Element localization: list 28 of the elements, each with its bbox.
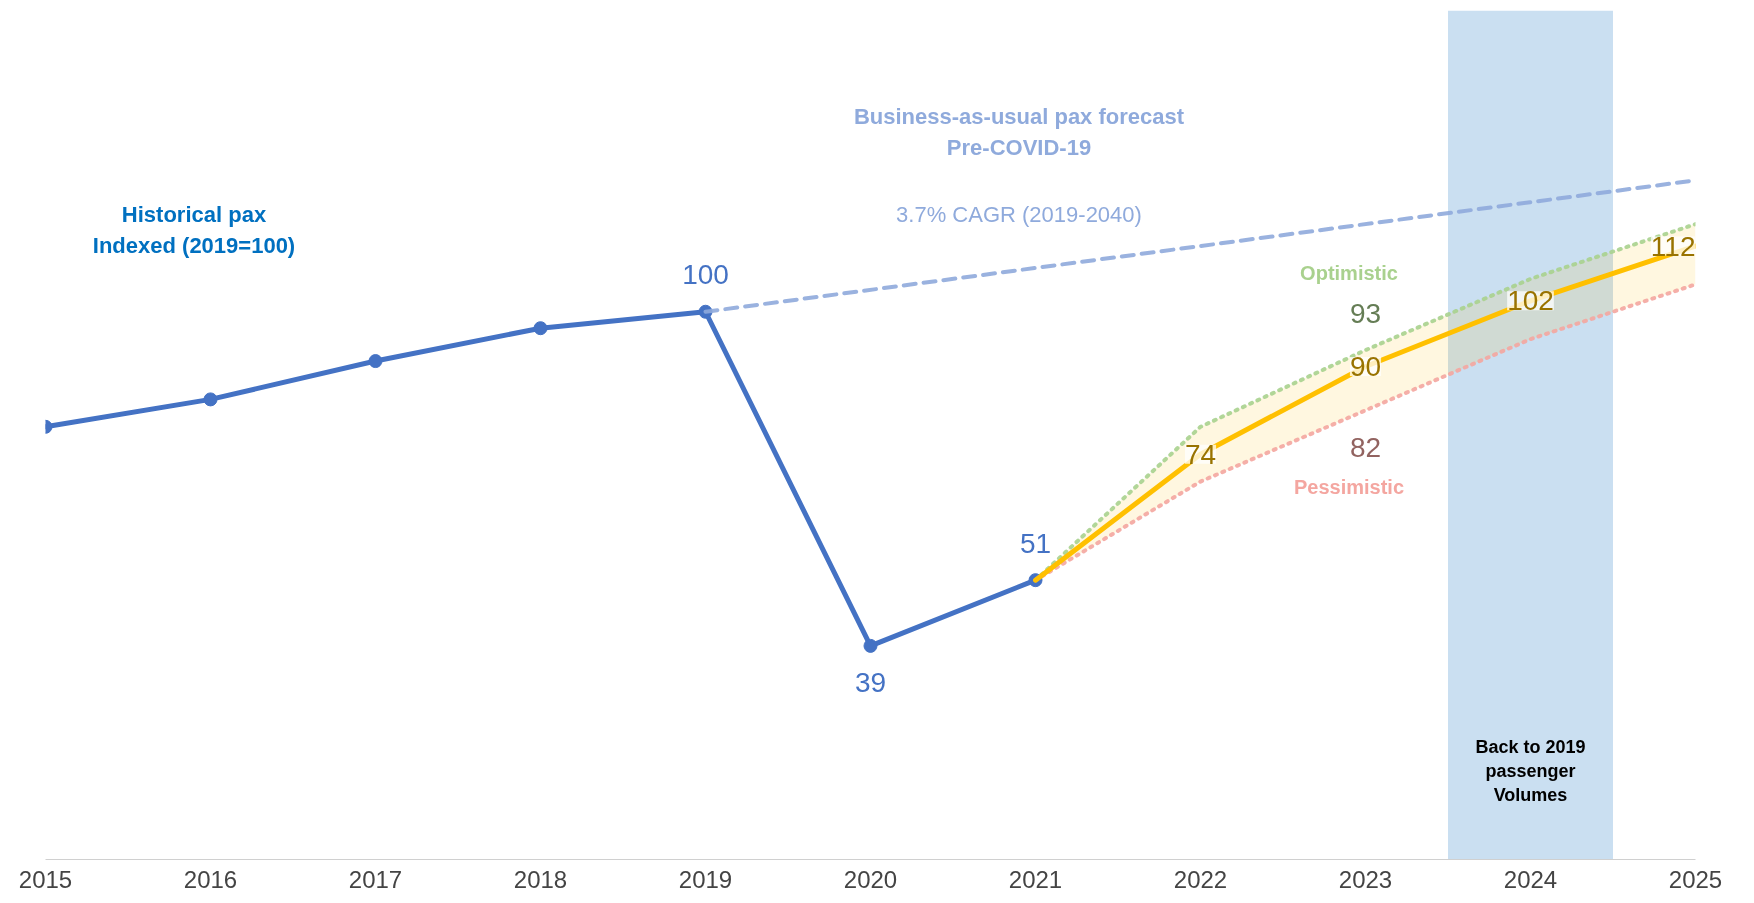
x-tick-label: 2020 — [843, 865, 898, 893]
x-tick-label: 2016 — [183, 865, 238, 893]
x-tick-label: 2015 — [18, 865, 73, 893]
annotation: Historical pax Indexed (2019=100) — [92, 202, 296, 259]
data-label: 39 — [854, 667, 887, 699]
data-label: 82 — [1349, 431, 1382, 463]
x-tick-label: 2017 — [348, 865, 403, 893]
x-tick-label: 2024 — [1503, 865, 1558, 893]
x-tick-label: 2019 — [678, 865, 733, 893]
x-tick-label: 2021 — [1008, 865, 1063, 893]
data-label: 93 — [1349, 297, 1382, 329]
data-label: 100 — [682, 259, 729, 291]
data-label: 112 — [1650, 230, 1696, 262]
x-tick-label: 2022 — [1173, 865, 1228, 893]
annotation: 3.7% CAGR (2019-2040) — [896, 202, 1142, 228]
data-label: 51 — [1019, 527, 1052, 559]
text: Optimistic — [1300, 262, 1398, 285]
point — [203, 392, 218, 407]
data-label: 102 — [1507, 285, 1554, 317]
point — [368, 354, 383, 369]
text: Business-as-usual pax forecast Pre-COVID-19 — [853, 103, 1185, 160]
x-tick-label: 2023 — [1338, 865, 1393, 893]
series-label: Pessimistic — [1293, 476, 1405, 499]
band-label: Back to 2019 passenger Volumes — [1475, 736, 1586, 805]
x-tick-label: 2025 — [1668, 865, 1723, 893]
x-tick-label: 2018 — [513, 865, 568, 893]
point — [533, 321, 548, 336]
point — [863, 638, 878, 653]
